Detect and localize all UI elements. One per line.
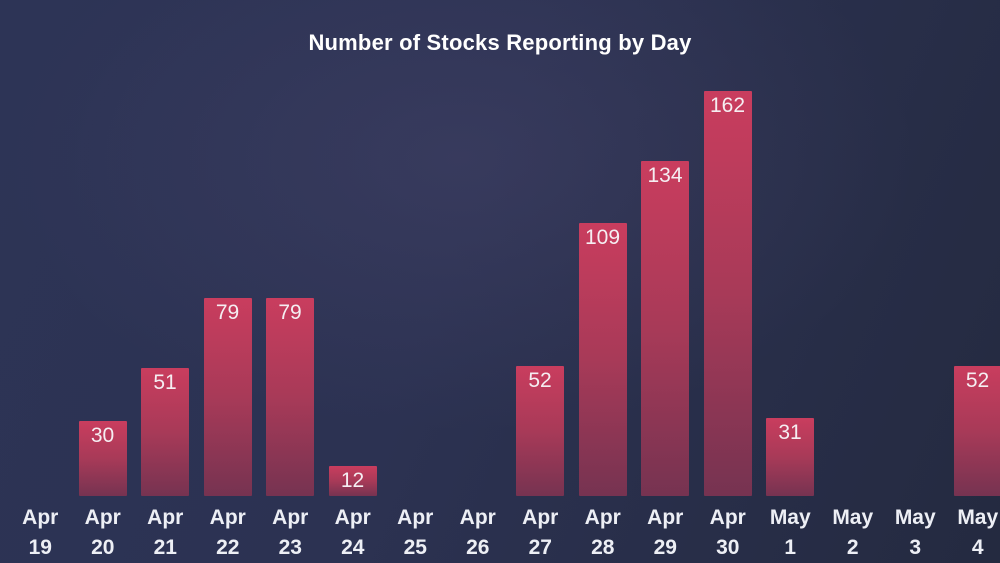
bar[interactable]: 52 — [516, 366, 564, 496]
x-axis-tick-day: 3 — [909, 536, 922, 559]
bar[interactable]: 134 — [641, 161, 689, 496]
x-axis-tick-month: May — [832, 506, 874, 529]
x-axis-tick-label: May 1 — [759, 503, 822, 563]
x-axis-tick-label: Apr 20 — [71, 503, 134, 563]
x-axis-tick-day: 28 — [591, 536, 615, 559]
chart-title: Number of Stocks Reporting by Day — [308, 30, 692, 55]
bar[interactable]: 162 — [703, 91, 752, 496]
bar-value-label: 79 — [278, 301, 302, 324]
bar-value-label: 51 — [153, 371, 177, 394]
x-axis-tick-label: Apr 28 — [571, 503, 634, 563]
x-axis-tick-day: 25 — [403, 536, 427, 559]
x-axis-tick-month: Apr — [459, 506, 496, 529]
x-axis-tick-label: Apr 25 — [384, 503, 447, 563]
x-axis-tick-label: Apr 29 — [634, 503, 697, 563]
bar[interactable]: 51 — [141, 368, 189, 496]
bar-value-label: 30 — [90, 424, 115, 447]
x-axis-tick-label: May 4 — [946, 503, 1000, 563]
bar-value-label: 31 — [778, 421, 802, 444]
x-axis-tick-label: Apr 26 — [446, 503, 509, 563]
bar-value-label: 109 — [584, 226, 621, 249]
x-axis-tick-day: 4 — [971, 536, 984, 559]
bar[interactable]: 79 — [203, 298, 252, 496]
x-axis-tick-day: 22 — [216, 536, 240, 559]
x-axis-tick-month: Apr — [709, 506, 746, 529]
x-axis-tick-day: 27 — [528, 536, 552, 559]
x-axis-tick-day: 29 — [653, 536, 677, 559]
x-axis-tick-month: Apr — [209, 506, 246, 529]
x-axis-tick-day: 21 — [153, 536, 177, 559]
x-axis-tick-label: Apr 22 — [196, 503, 259, 563]
bar-value-label: 52 — [528, 369, 552, 392]
x-axis-tick-month: Apr — [647, 506, 684, 529]
x-axis-tick-label: Apr 30 — [696, 503, 759, 563]
bar[interactable]: 52 — [953, 366, 1000, 496]
x-axis-tick-label: Apr 21 — [134, 503, 197, 563]
x-axis-tick-day: 26 — [466, 536, 490, 559]
x-axis-tick-day: 19 — [28, 536, 52, 559]
bar-value-label: 12 — [340, 469, 365, 492]
x-axis-tick-month: Apr — [522, 506, 559, 529]
x-axis-tick-month: Apr — [334, 506, 371, 529]
bar[interactable]: 79 — [266, 298, 314, 496]
x-axis-tick-day: 24 — [341, 536, 365, 559]
x-axis-tick-label: Apr 27 — [509, 503, 572, 563]
bar-value-label: 79 — [215, 301, 240, 324]
bar[interactable]: 30 — [78, 421, 127, 496]
bar[interactable]: 12 — [328, 466, 377, 496]
x-axis-tick-month: Apr — [397, 506, 434, 529]
x-axis-tick-day: 23 — [278, 536, 302, 559]
x-axis-tick-month: May — [769, 506, 811, 529]
bar-value-label: 162 — [709, 94, 746, 117]
x-axis-tick-month: May — [894, 506, 936, 529]
x-axis-tick-day: 30 — [716, 536, 740, 559]
x-axis-tick-month: Apr — [272, 506, 309, 529]
bar-value-label: 134 — [647, 164, 683, 187]
x-axis-tick-month: Apr — [84, 506, 121, 529]
x-axis-tick-day: 20 — [91, 536, 115, 559]
x-axis-tick-day: 1 — [784, 536, 797, 559]
x-axis-tick-label: May 3 — [884, 503, 947, 563]
bar[interactable]: 31 — [766, 418, 814, 496]
x-axis-tick-month: Apr — [22, 506, 59, 529]
x-axis-tick-month: May — [957, 506, 999, 529]
x-axis-tick-month: Apr — [147, 506, 184, 529]
x-axis-tick-label: Apr 23 — [259, 503, 322, 563]
bar-value-label: 52 — [965, 369, 990, 392]
x-axis-tick-label: Apr 19 — [9, 503, 72, 563]
x-axis-tick-label: Apr 24 — [321, 503, 384, 563]
x-axis-tick-label: May 2 — [821, 503, 884, 563]
x-axis-tick-day: 2 — [846, 536, 859, 559]
x-axis-tick-month: Apr — [584, 506, 621, 529]
bar[interactable]: 109 — [578, 223, 627, 496]
